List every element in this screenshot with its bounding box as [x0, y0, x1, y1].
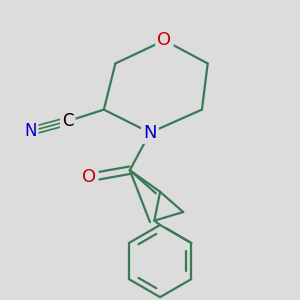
Text: C: C: [62, 112, 74, 130]
Text: O: O: [158, 32, 172, 50]
Text: N: N: [143, 124, 157, 142]
Text: O: O: [82, 168, 97, 186]
Text: N: N: [24, 122, 37, 140]
